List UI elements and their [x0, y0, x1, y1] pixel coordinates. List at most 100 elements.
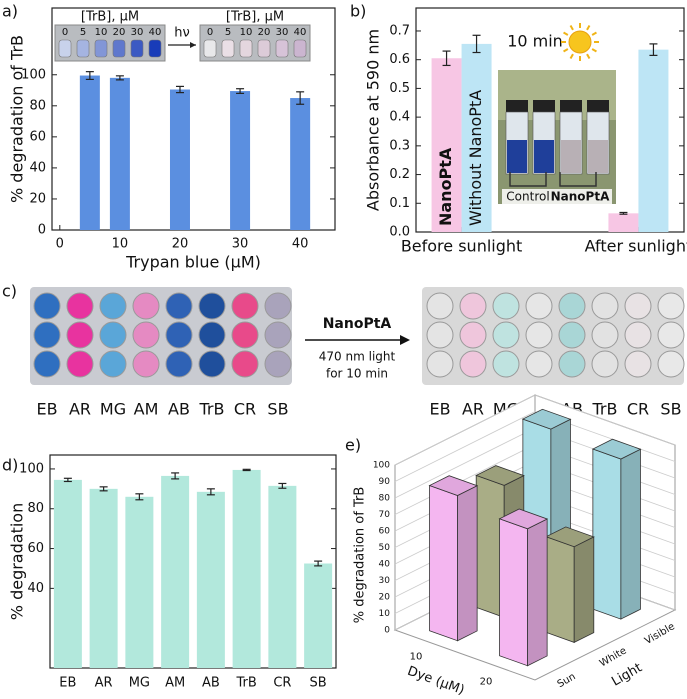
x-tick-label: 0 [56, 237, 64, 252]
inset-label: 5 [80, 27, 86, 38]
y-tick-label: 100 [19, 461, 44, 476]
x-tick-label: 20 [480, 677, 493, 688]
bar [89, 488, 118, 668]
vial [257, 39, 271, 58]
well [165, 321, 193, 349]
z-tick-label: 50 [379, 543, 391, 553]
bar [53, 479, 82, 668]
z-tick-label: 90 [379, 477, 391, 487]
well [198, 350, 226, 378]
x-tick-label: 40 [292, 237, 309, 252]
x-tick-label: TrB [235, 676, 256, 691]
y-tick-label: Sun [556, 671, 578, 690]
bracket [509, 172, 547, 187]
z-axis-title: % degradation of TrB [353, 487, 368, 624]
well [198, 292, 226, 320]
well [132, 321, 160, 349]
well [459, 350, 487, 378]
well [492, 292, 520, 320]
well [591, 350, 619, 378]
sun-ray [591, 48, 597, 53]
bar [608, 213, 639, 232]
well [33, 350, 61, 378]
well [99, 292, 127, 320]
z-tick-label: 40 [379, 560, 391, 570]
well [525, 321, 553, 349]
y-tick-label: 0.4 [389, 110, 410, 125]
grid-line [394, 394, 676, 466]
z-tick-label: 30 [379, 576, 391, 586]
bar-label: NanoPtA [436, 147, 455, 226]
dye-label: SB [267, 400, 288, 419]
bracket [559, 172, 597, 187]
x-tick-label: EB [59, 676, 76, 691]
vial-cap [560, 100, 582, 112]
well [66, 350, 94, 378]
y-tick-label: 60 [29, 129, 46, 144]
vial-liquid [588, 140, 608, 173]
well [231, 350, 259, 378]
well [591, 292, 619, 320]
dye-label: CR [627, 400, 649, 419]
well [132, 350, 160, 378]
well [426, 292, 454, 320]
sun-ray [586, 53, 591, 59]
panel-label: e) [345, 436, 361, 455]
inset-arrow-head [190, 42, 196, 48]
z-tick-label: 80 [379, 494, 391, 504]
well [426, 350, 454, 378]
bar-side [620, 448, 641, 620]
vial [94, 39, 108, 58]
well [558, 350, 586, 378]
well [657, 321, 685, 349]
bar-side [527, 518, 548, 667]
inset-label: 10 [240, 27, 253, 38]
well [99, 350, 127, 378]
dye-label: AM [134, 400, 159, 419]
x-tick-label: CR [273, 676, 291, 691]
x-tick-label: Before sunlight [401, 237, 522, 256]
inset-label: 10 [95, 27, 108, 38]
x-tick-label: AB [202, 676, 220, 691]
bar-face [499, 518, 528, 667]
y-tick-label: 0.0 [389, 225, 410, 240]
well [66, 292, 94, 320]
sun-ray [586, 25, 591, 31]
photo-label: Control [506, 190, 549, 204]
vial [203, 39, 217, 58]
y-axis-title: Absorbance at 590 nm [364, 29, 383, 211]
bar [290, 98, 311, 230]
panel-label: c) [2, 282, 17, 301]
bar-label: Without NanoPtA [466, 90, 485, 226]
inset-arrow-label: hν [174, 26, 190, 41]
y-tick-label: 0.7 [389, 23, 410, 38]
well [459, 321, 487, 349]
vial-liquid [534, 140, 554, 173]
x-tick-label: 20 [172, 237, 189, 252]
well [66, 321, 94, 349]
x-axis-title: Trypan blue (µM) [125, 253, 261, 272]
sun-ray [563, 48, 569, 53]
dye-label: MG [100, 400, 126, 419]
y-tick-label: 0 [38, 223, 46, 238]
inset-photo [54, 24, 166, 62]
bar-face [545, 536, 575, 643]
bar [232, 469, 261, 668]
arrow-label: NanoPtA [323, 316, 392, 332]
y-tick-label: White [598, 645, 629, 669]
well [558, 292, 586, 320]
inset-label: 40 [294, 27, 307, 38]
y-tick-label: 0.5 [389, 81, 410, 96]
bar-top [498, 508, 549, 530]
bar [109, 77, 130, 230]
dye-label: AR [69, 400, 91, 419]
dye-label: TrB [199, 400, 225, 419]
well [231, 321, 259, 349]
y-axis-title: % degradation [8, 503, 27, 620]
bar-top [428, 475, 479, 496]
vial-cap [506, 100, 528, 112]
bar [161, 475, 190, 668]
plate-photo [422, 287, 684, 385]
bar [230, 91, 251, 231]
vial [148, 39, 162, 58]
